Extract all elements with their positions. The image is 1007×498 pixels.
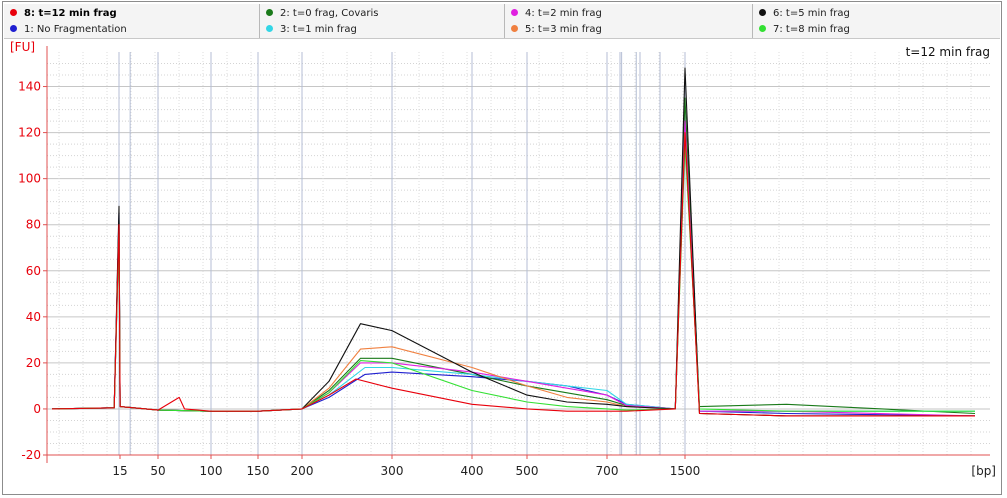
legend-label: 2: t=0 frag, Covaris bbox=[280, 8, 379, 19]
legend-label: 7: t=8 min frag bbox=[773, 24, 850, 35]
legend-column: 6: t=5 min frag 7: t=8 min frag bbox=[752, 4, 1000, 38]
legend-label: 3: t=1 min frag bbox=[280, 24, 357, 35]
legend-label: 6: t=5 min frag bbox=[773, 8, 850, 19]
y-tick-label: 60 bbox=[26, 264, 41, 278]
series-color-dot-icon bbox=[266, 8, 273, 16]
y-tick-label: 120 bbox=[18, 126, 41, 140]
x-tick-label: 1500 bbox=[670, 464, 701, 478]
legend-label: 4: t=2 min frag bbox=[525, 8, 602, 19]
legend-item[interactable]: 4: t=2 min frag bbox=[511, 6, 602, 21]
y-tick-label: 0 bbox=[33, 402, 41, 416]
series-color-dot-icon bbox=[759, 24, 766, 32]
y-axis-label: [FU] bbox=[10, 40, 35, 54]
legend-item[interactable]: 1: No Fragmentation bbox=[10, 22, 127, 37]
legend-item[interactable]: 5: t=3 min frag bbox=[511, 22, 602, 37]
legend-column: 4: t=2 min frag 5: t=3 min frag bbox=[504, 4, 752, 38]
series-color-dot-icon bbox=[266, 24, 273, 32]
legend: 8: t=12 min frag 1: No Fragmentation 2: t=… bbox=[4, 4, 1000, 39]
legend-label: 8: t=12 min frag bbox=[24, 8, 117, 19]
legend-item[interactable]: 3: t=1 min frag bbox=[266, 22, 357, 37]
x-tick-label: 700 bbox=[596, 464, 619, 478]
legend-item[interactable]: 6: t=5 min frag bbox=[759, 6, 850, 21]
legend-label: 5: t=3 min frag bbox=[525, 24, 602, 35]
x-tick-label: 15 bbox=[112, 464, 127, 478]
legend-column: 8: t=12 min frag 1: No Fragmentation bbox=[4, 4, 259, 38]
x-tick-label: 400 bbox=[461, 464, 484, 478]
y-tick-label: 20 bbox=[26, 356, 41, 370]
y-tick-label: 40 bbox=[26, 310, 41, 324]
legend-item[interactable]: 7: t=8 min frag bbox=[759, 22, 850, 37]
x-tick-label: 100 bbox=[200, 464, 223, 478]
series-line bbox=[51, 132, 975, 417]
series-color-dot-icon bbox=[511, 8, 518, 16]
series-color-dot-icon bbox=[10, 8, 17, 16]
x-tick-label: 200 bbox=[291, 464, 314, 478]
y-tick-label: 100 bbox=[18, 172, 41, 186]
x-tick-label: 50 bbox=[150, 464, 165, 478]
x-tick-label: 150 bbox=[247, 464, 270, 478]
plot-area bbox=[47, 52, 990, 455]
series-color-dot-icon bbox=[10, 24, 17, 32]
y-tick-label: 80 bbox=[26, 218, 41, 232]
legend-item[interactable]: 8: t=12 min frag bbox=[10, 6, 117, 21]
series-color-dot-icon bbox=[759, 8, 766, 16]
legend-column: 2: t=0 frag, Covaris 3: t=1 min frag bbox=[259, 4, 504, 38]
legend-item[interactable]: 2: t=0 frag, Covaris bbox=[266, 6, 378, 21]
x-axis-label: [bp] bbox=[971, 464, 996, 478]
y-tick-label: 140 bbox=[18, 80, 41, 94]
y-tick-label: -20 bbox=[21, 448, 41, 462]
legend-label: 1: No Fragmentation bbox=[24, 24, 127, 35]
x-tick-label: 300 bbox=[381, 464, 404, 478]
x-tick-label: 500 bbox=[516, 464, 539, 478]
series-color-dot-icon bbox=[511, 24, 518, 32]
chart-title: t=12 min frag bbox=[906, 45, 990, 59]
